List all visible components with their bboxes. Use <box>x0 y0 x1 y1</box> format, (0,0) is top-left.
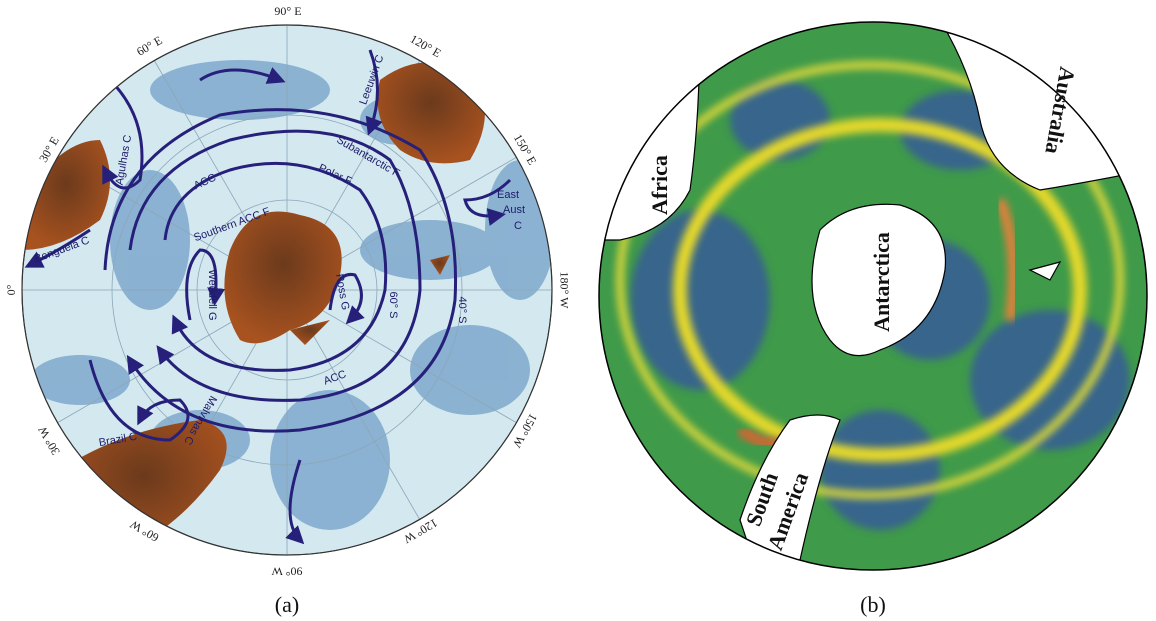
current-label: Weddell G <box>206 269 218 320</box>
land-label: Africa <box>647 155 672 215</box>
meridian-label: 60° E <box>134 33 165 59</box>
meridian-label: 180° W <box>557 272 571 310</box>
current-label: 40° S <box>456 296 468 323</box>
meridian-label: 120° E <box>408 32 444 61</box>
current-label: Aust <box>503 204 525 216</box>
meridian-label: 30° W <box>35 423 63 457</box>
current-label: 60° S <box>387 291 399 318</box>
meridian-label: 90° W <box>271 564 303 578</box>
panel-a-map <box>22 25 555 560</box>
figure-svg: 90° E 60° E 120° E 30° E 150° E 0° 180° … <box>0 0 1156 621</box>
meridian-label: 90° E <box>274 4 301 18</box>
figure: 90° E 60° E 120° E 30° E 150° E 0° 180° … <box>0 0 1156 621</box>
meridian-label: 0° <box>4 284 18 295</box>
caption: (b) <box>860 592 886 617</box>
caption: (a) <box>275 592 299 617</box>
current-label: East <box>497 189 519 201</box>
land-label: Antarctica <box>869 232 894 332</box>
meridian-label: 60° W <box>127 517 161 545</box>
current-label: C <box>514 220 522 232</box>
